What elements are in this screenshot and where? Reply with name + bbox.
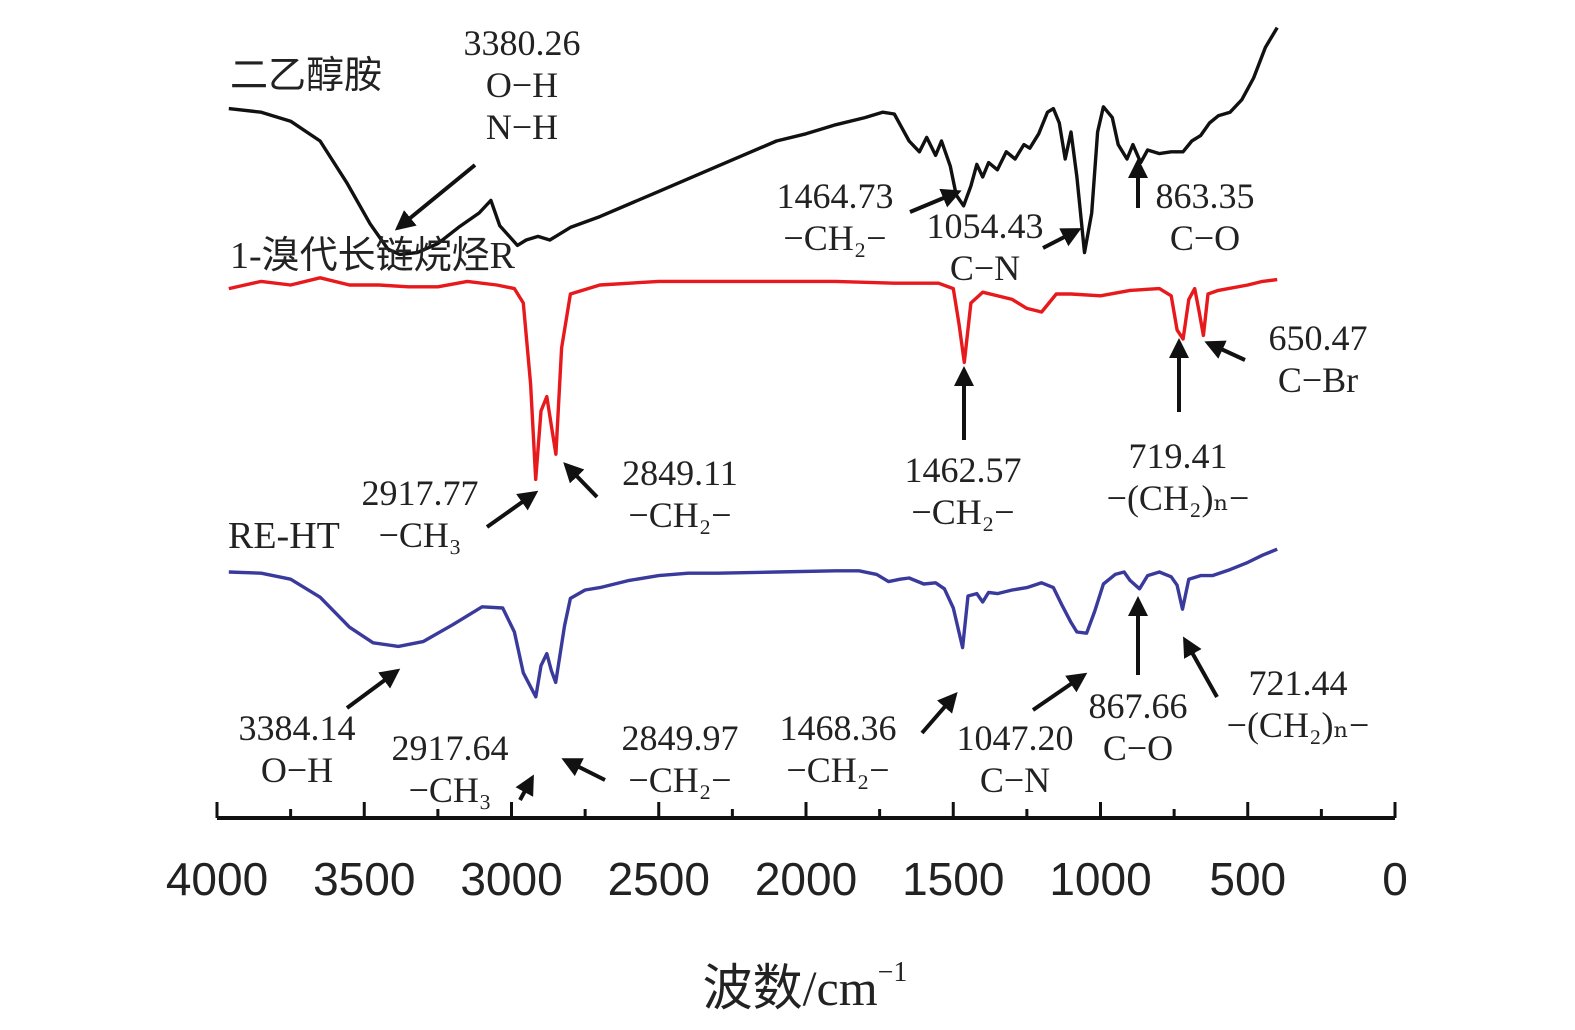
peak-annotation-line: 721.44 xyxy=(1249,663,1348,703)
peak-annotation-line: 1464.73 xyxy=(777,176,894,216)
peak-annotation-line: −CH₂− xyxy=(786,750,889,790)
peak-annotation-line: −(CH₂)ₙ− xyxy=(1227,705,1370,745)
peak-annotation: 1047.20 C−N xyxy=(957,672,1088,800)
x-tick-label: 3500 xyxy=(313,853,415,905)
x-tick-label: 4000 xyxy=(166,853,268,905)
x-axis-title: 波数/cm−1 xyxy=(703,957,908,1016)
peak-annotation-text: 2917.77 −CH₃ xyxy=(362,473,479,555)
series-line-0 xyxy=(228,26,1279,257)
peak-annotation-line: 2849.97 xyxy=(622,718,739,758)
peak-annotation-line: 2917.64 xyxy=(392,728,509,768)
peak-annotation: 1464.73 −CH₂− xyxy=(777,176,962,258)
peak-annotation: 650.47 C−Br xyxy=(1204,318,1368,400)
peak-annotation-line: 2849.11 xyxy=(622,453,738,493)
peak-annotation-arrow xyxy=(909,188,962,214)
series-line-1 xyxy=(228,276,1278,482)
peak-annotation-line: −(CH₂)ₙ− xyxy=(1107,478,1250,518)
series-label-2: RE-HT xyxy=(228,515,340,557)
peak-annotation-line: C−O xyxy=(1103,728,1173,768)
peak-annotation-arrow xyxy=(394,163,477,231)
peak-annotation-text: 1047.20 C−N xyxy=(957,718,1074,800)
peak-annotation: 863.35 C−O xyxy=(1128,158,1255,258)
peak-annotation: 2917.77 −CH₃ xyxy=(362,473,539,555)
peak-annotation-line: 1047.20 xyxy=(957,718,1074,758)
peak-annotation-line: 3384.14 xyxy=(239,708,356,748)
peak-annotation-line: 1054.43 xyxy=(927,206,1044,246)
peak-annotation-text: 3380.26 O−H N−H xyxy=(464,23,581,147)
x-tick-label: 0 xyxy=(1382,853,1408,905)
peak-annotation-line: 719.41 xyxy=(1129,436,1228,476)
peak-annotation-line: C−Br xyxy=(1278,360,1358,400)
x-axis-title-main: 波数/cm xyxy=(703,960,878,1016)
peak-annotation-text: 2849.11 −CH₂− xyxy=(622,453,738,535)
peak-annotation: 867.66 C−O xyxy=(1089,596,1188,768)
peak-annotation-arrow xyxy=(561,758,606,782)
peak-annotation-text: 863.35 C−O xyxy=(1156,176,1255,258)
peak-annotation-line: C−N xyxy=(950,248,1020,288)
peak-annotation-arrow xyxy=(563,462,599,499)
peak-annotation-line: C−O xyxy=(1170,218,1240,258)
x-tick-label: 3000 xyxy=(460,853,562,905)
x-tick-label: 2500 xyxy=(608,853,710,905)
peak-annotation-line: −CH₂− xyxy=(628,495,731,535)
peak-annotation-text: 2849.97 −CH₂− xyxy=(622,718,739,800)
peak-annotation-text: 650.47 C−Br xyxy=(1269,318,1368,400)
x-tick-label: 2000 xyxy=(755,853,857,905)
x-axis: 4000 3500 3000 2500 2000 1500 1000 500 0 xyxy=(166,802,1408,905)
peak-annotation-line: 2917.77 xyxy=(362,473,479,513)
peak-annotation: 2917.64 −CH₃ xyxy=(392,728,534,810)
series-layer: 二乙醇胺 1-溴代长链烷烃R RE-HT xyxy=(228,26,1279,699)
series-label-0: 二乙醇胺 xyxy=(230,55,382,97)
peak-annotation-line: −CH₂− xyxy=(911,492,1014,532)
x-tick-label: 500 xyxy=(1209,853,1286,905)
peak-annotation-line: 867.66 xyxy=(1089,686,1188,726)
peak-annotation-text: 1464.73 −CH₂− xyxy=(777,176,894,258)
peak-annotation-arrow xyxy=(515,774,534,801)
peak-annotation-line: −CH₃ xyxy=(379,515,462,555)
peak-annotation-arrow xyxy=(920,691,958,735)
peak-annotation: 1054.43 C−N xyxy=(927,206,1082,288)
peak-annotation: 2849.97 −CH₂− xyxy=(561,718,739,800)
peak-annotation-line: 650.47 xyxy=(1269,318,1368,358)
x-tick-label: 1500 xyxy=(902,853,1004,905)
x-tick-label: 1000 xyxy=(1049,853,1151,905)
peak-annotation-line: C−N xyxy=(980,760,1050,800)
peak-annotation-line: 1468.36 xyxy=(780,708,897,748)
peak-annotation-text: 2917.64 −CH₃ xyxy=(392,728,509,810)
peak-annotation-text: 1054.43 C−N xyxy=(927,206,1044,288)
peak-annotation: 1468.36 −CH₂− xyxy=(780,691,958,790)
peak-annotation-line: 1462.57 xyxy=(905,450,1022,490)
peak-annotation-text: 721.44 −(CH₂)ₙ− xyxy=(1227,663,1370,745)
peak-annotation-arrow xyxy=(1183,636,1219,698)
peak-annotation-arrow xyxy=(1042,228,1082,250)
peak-annotation-arrow xyxy=(1204,340,1246,362)
peak-annotation-line: 863.35 xyxy=(1156,176,1255,216)
peak-annotation-text: 1462.57 −CH₂− xyxy=(905,450,1022,532)
peak-annotation-line: N−H xyxy=(486,107,558,147)
peak-annotation-line: O−H xyxy=(261,750,333,790)
peak-annotation: 721.44 −(CH₂)ₙ− xyxy=(1183,636,1370,745)
peak-annotation-line: 3380.26 xyxy=(464,23,581,63)
peak-annotation: 1462.57 −CH₂− xyxy=(905,366,1022,532)
peak-annotation: 719.41 −(CH₂)ₙ− xyxy=(1107,338,1250,518)
peak-annotation-arrow xyxy=(345,668,401,710)
series-line-2 xyxy=(228,547,1278,699)
peak-annotation-line: O−H xyxy=(486,65,558,105)
series-label-1: 1-溴代长链烷烃R xyxy=(230,235,516,277)
x-axis-title-superscript: −1 xyxy=(878,957,908,988)
peak-annotation-line: −CH₂− xyxy=(783,218,886,258)
peak-annotation-text: 3384.14 O−H xyxy=(239,708,356,790)
peak-annotation: 2849.11 −CH₂− xyxy=(563,453,738,535)
peak-annotation-arrow xyxy=(485,490,539,529)
peak-annotation-text: 719.41 −(CH₂)ₙ− xyxy=(1107,436,1250,518)
peak-annotation-arrow xyxy=(1031,672,1088,712)
peak-annotation-text: 1468.36 −CH₂− xyxy=(780,708,897,790)
peak-annotation: 3384.14 O−H xyxy=(239,668,401,790)
peak-annotation-line: −CH₂− xyxy=(628,760,731,800)
peak-annotation-line: −CH₃ xyxy=(409,770,492,810)
peak-annotation-text: 867.66 C−O xyxy=(1089,686,1188,768)
peak-annotation: 3380.26 O−H N−H xyxy=(394,23,581,231)
